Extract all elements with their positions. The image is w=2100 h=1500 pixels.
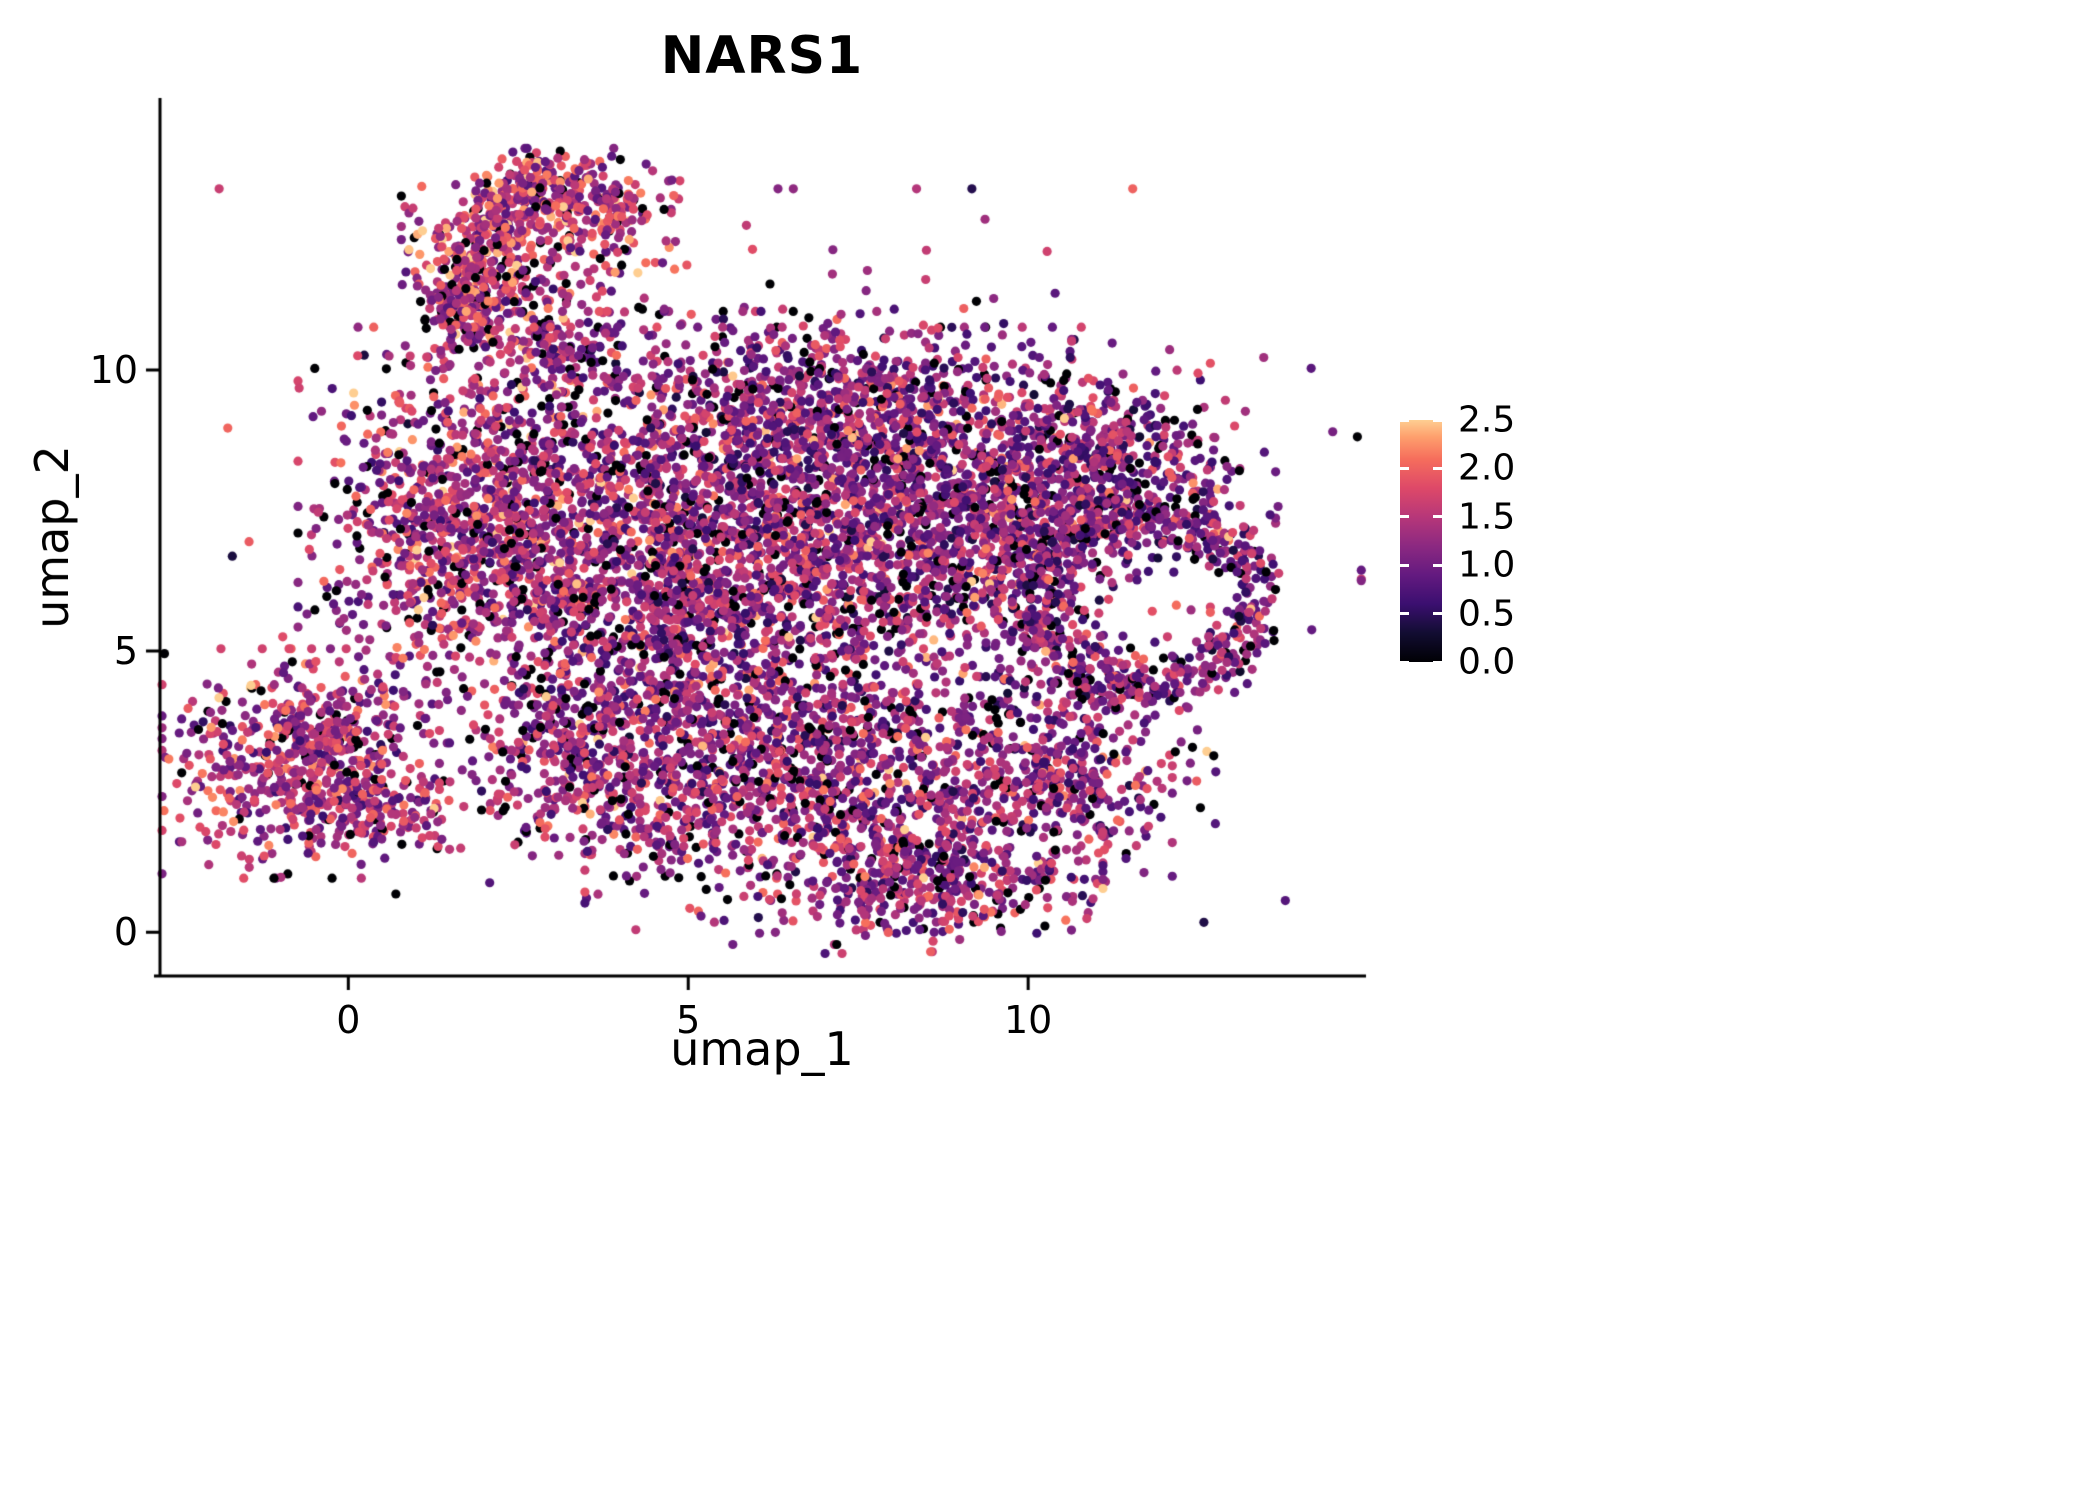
colorbar-tick	[1433, 563, 1442, 567]
colorbar-tick-label: 2.5	[1458, 399, 1516, 441]
x-tick-label: 10	[1003, 998, 1053, 1042]
y-tick-label: 10	[89, 347, 138, 392]
colorbar-tick	[1433, 612, 1442, 616]
colorbar-tick	[1433, 660, 1442, 664]
y-tick-label: 0	[113, 910, 138, 955]
colorbar-tick	[1400, 563, 1409, 567]
x-axis-label: umap_1	[670, 1022, 854, 1076]
colorbar-tick	[1433, 418, 1442, 422]
colorbar-tick-label: 0.0	[1458, 641, 1516, 683]
y-tick-label: 5	[113, 629, 138, 673]
x-tick-label: 5	[676, 998, 701, 1042]
colorbar-tick-label: 1.5	[1458, 496, 1516, 538]
colorbar-tick	[1400, 515, 1409, 519]
expression-colorbar-legend: 2.5 2.0 1.5 1.0 0.5 0.0	[1400, 400, 1515, 683]
colorbar-tick	[1400, 612, 1409, 616]
colorbar-gradient	[1400, 420, 1442, 662]
colorbar-tick	[1433, 466, 1442, 470]
colorbar-tick	[1400, 418, 1409, 422]
colorbar-tick	[1433, 515, 1442, 519]
y-axis-label: umap_2	[25, 445, 79, 629]
x-tick-label: 0	[336, 998, 361, 1042]
colorbar-tick-label: 2.0	[1458, 447, 1516, 489]
colorbar-tick	[1400, 660, 1409, 664]
colorbar-tick	[1400, 466, 1409, 470]
plot-title: NARS1	[660, 26, 864, 86]
colorbar-tick-label: 0.5	[1458, 593, 1516, 635]
colorbar-tick-label: 1.0	[1458, 544, 1516, 586]
